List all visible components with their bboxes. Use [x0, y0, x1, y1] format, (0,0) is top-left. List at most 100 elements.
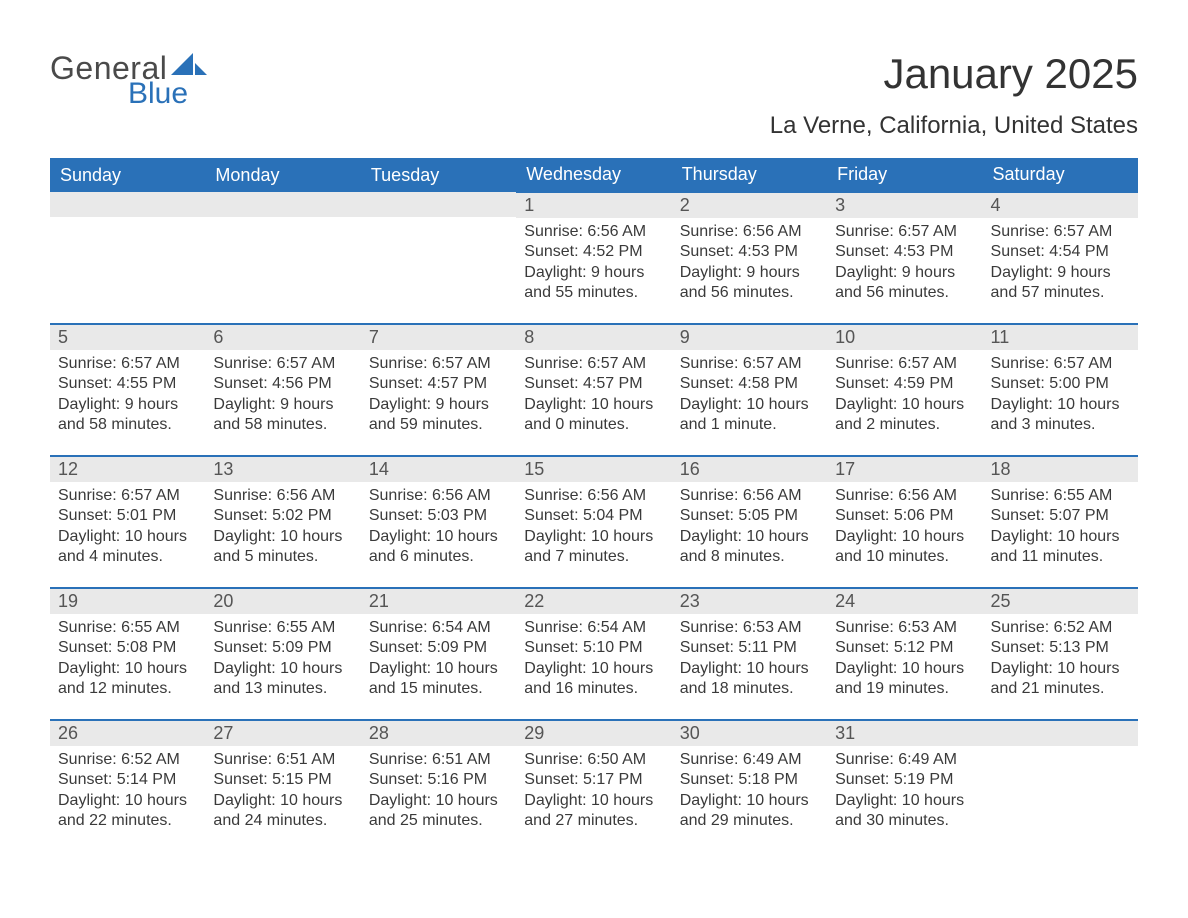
calendar-cell: 19Sunrise: 6:55 AMSunset: 5:08 PMDayligh…: [50, 588, 205, 720]
weekday-header: Wednesday: [516, 158, 671, 192]
calendar-cell: 8Sunrise: 6:57 AMSunset: 4:57 PMDaylight…: [516, 324, 671, 456]
sunrise-label: Sunrise:: [524, 619, 587, 636]
sunrise-line: Sunrise: 6:57 AM: [213, 354, 352, 374]
sunrise-line: Sunrise: 6:55 AM: [213, 618, 352, 638]
daylight-line-1: Daylight: 9 hours: [58, 395, 197, 415]
calendar-cell: 30Sunrise: 6:49 AMSunset: 5:18 PMDayligh…: [672, 720, 827, 852]
sunrise-label: Sunrise:: [524, 355, 587, 372]
day-number: 1: [516, 193, 671, 218]
sunset-line: Sunset: 5:14 PM: [58, 770, 197, 790]
day-details: Sunrise: 6:56 AMSunset: 4:52 PMDaylight:…: [516, 218, 671, 310]
calendar-cell-empty: [205, 192, 360, 324]
day-number: 9: [672, 325, 827, 350]
daylight-line-2: and 29 minutes.: [680, 811, 819, 831]
sunset-value: 5:13 PM: [1049, 639, 1109, 656]
day-details: Sunrise: 6:55 AMSunset: 5:08 PMDaylight:…: [50, 614, 205, 706]
calendar-cell: 14Sunrise: 6:56 AMSunset: 5:03 PMDayligh…: [361, 456, 516, 588]
weekday-header: Tuesday: [361, 158, 516, 192]
day-number: [50, 192, 205, 217]
sunrise-label: Sunrise:: [213, 355, 276, 372]
sunrise-label: Sunrise:: [991, 619, 1054, 636]
sunset-value: 5:11 PM: [738, 639, 796, 656]
daylight-line-2: and 25 minutes.: [369, 811, 508, 831]
sunset-line: Sunset: 5:07 PM: [991, 506, 1130, 526]
calendar-cell-empty: [50, 192, 205, 324]
sunrise-value: 6:56 AM: [277, 487, 336, 504]
daylight-line-2: and 27 minutes.: [524, 811, 663, 831]
day-number: [361, 192, 516, 217]
sunrise-line: Sunrise: 6:56 AM: [369, 486, 508, 506]
sunset-line: Sunset: 4:54 PM: [991, 242, 1130, 262]
sunrise-label: Sunrise:: [835, 355, 898, 372]
calendar-cell: 4Sunrise: 6:57 AMSunset: 4:54 PMDaylight…: [983, 192, 1138, 324]
daylight-line-2: and 57 minutes.: [991, 283, 1130, 303]
day-number: 3: [827, 193, 982, 218]
sunrise-value: 6:52 AM: [121, 751, 180, 768]
day-number: 28: [361, 721, 516, 746]
sunset-label: Sunset:: [835, 243, 894, 260]
daylight-line-2: and 5 minutes.: [213, 547, 352, 567]
sunrise-label: Sunrise:: [369, 487, 432, 504]
daylight-line-2: and 1 minute.: [680, 415, 819, 435]
sunrise-label: Sunrise:: [369, 751, 432, 768]
sunrise-label: Sunrise:: [835, 619, 898, 636]
daylight-line-1: Daylight: 10 hours: [213, 527, 352, 547]
sunset-label: Sunset:: [524, 243, 583, 260]
sunrise-value: 6:57 AM: [1054, 355, 1113, 372]
daylight-line-1: Daylight: 10 hours: [369, 659, 508, 679]
day-details: Sunrise: 6:55 AMSunset: 5:09 PMDaylight:…: [205, 614, 360, 706]
sunrise-value: 6:49 AM: [743, 751, 802, 768]
sunset-label: Sunset:: [369, 375, 428, 392]
calendar-cell: 1Sunrise: 6:56 AMSunset: 4:52 PMDaylight…: [516, 192, 671, 324]
day-details: Sunrise: 6:56 AMSunset: 4:53 PMDaylight:…: [672, 218, 827, 310]
sunrise-label: Sunrise:: [58, 487, 121, 504]
daylight-line-1: Daylight: 10 hours: [680, 659, 819, 679]
weekday-header: Thursday: [672, 158, 827, 192]
daylight-line-1: Daylight: 9 hours: [680, 263, 819, 283]
sunset-label: Sunset:: [680, 771, 739, 788]
sunrise-line: Sunrise: 6:52 AM: [991, 618, 1130, 638]
daylight-line-2: and 16 minutes.: [524, 679, 663, 699]
sunrise-line: Sunrise: 6:52 AM: [58, 750, 197, 770]
daylight-line-1: Daylight: 10 hours: [835, 395, 974, 415]
weekday-header: Sunday: [50, 158, 205, 192]
sunrise-label: Sunrise:: [991, 223, 1054, 240]
day-number: 6: [205, 325, 360, 350]
sunrise-value: 6:50 AM: [587, 751, 646, 768]
sunset-line: Sunset: 4:59 PM: [835, 374, 974, 394]
calendar-cell: 23Sunrise: 6:53 AMSunset: 5:11 PMDayligh…: [672, 588, 827, 720]
daylight-line-2: and 3 minutes.: [991, 415, 1130, 435]
day-details: Sunrise: 6:56 AMSunset: 5:06 PMDaylight:…: [827, 482, 982, 574]
sunrise-line: Sunrise: 6:56 AM: [680, 222, 819, 242]
sunrise-value: 6:55 AM: [1054, 487, 1113, 504]
day-details: Sunrise: 6:57 AMSunset: 4:57 PMDaylight:…: [361, 350, 516, 442]
page: General Blue January 2025 La Verne, Cali…: [0, 0, 1188, 882]
sunset-label: Sunset:: [213, 771, 272, 788]
sunrise-line: Sunrise: 6:56 AM: [524, 222, 663, 242]
daylight-line-2: and 4 minutes.: [58, 547, 197, 567]
daylight-line-1: Daylight: 10 hours: [58, 791, 197, 811]
calendar-cell: 16Sunrise: 6:56 AMSunset: 5:05 PMDayligh…: [672, 456, 827, 588]
daylight-line-1: Daylight: 9 hours: [835, 263, 974, 283]
brand-logo: General Blue: [50, 50, 209, 111]
sunset-value: 5:09 PM: [428, 639, 488, 656]
day-number: 23: [672, 589, 827, 614]
sunrise-value: 6:55 AM: [121, 619, 180, 636]
calendar-cell: 28Sunrise: 6:51 AMSunset: 5:16 PMDayligh…: [361, 720, 516, 852]
sunset-line: Sunset: 5:03 PM: [369, 506, 508, 526]
daylight-line-2: and 8 minutes.: [680, 547, 819, 567]
sunrise-line: Sunrise: 6:51 AM: [213, 750, 352, 770]
sunrise-label: Sunrise:: [991, 355, 1054, 372]
header: General Blue January 2025 La Verne, Cali…: [50, 50, 1138, 140]
daylight-line-2: and 15 minutes.: [369, 679, 508, 699]
sunrise-line: Sunrise: 6:57 AM: [680, 354, 819, 374]
sunrise-label: Sunrise:: [58, 751, 121, 768]
daylight-line-1: Daylight: 10 hours: [524, 395, 663, 415]
calendar-row: 26Sunrise: 6:52 AMSunset: 5:14 PMDayligh…: [50, 720, 1138, 852]
daylight-line-1: Daylight: 9 hours: [524, 263, 663, 283]
calendar-cell: 26Sunrise: 6:52 AMSunset: 5:14 PMDayligh…: [50, 720, 205, 852]
calendar-cell: 21Sunrise: 6:54 AMSunset: 5:09 PMDayligh…: [361, 588, 516, 720]
calendar-cell: 12Sunrise: 6:57 AMSunset: 5:01 PMDayligh…: [50, 456, 205, 588]
sunset-value: 4:53 PM: [894, 243, 954, 260]
sunrise-label: Sunrise:: [680, 223, 743, 240]
